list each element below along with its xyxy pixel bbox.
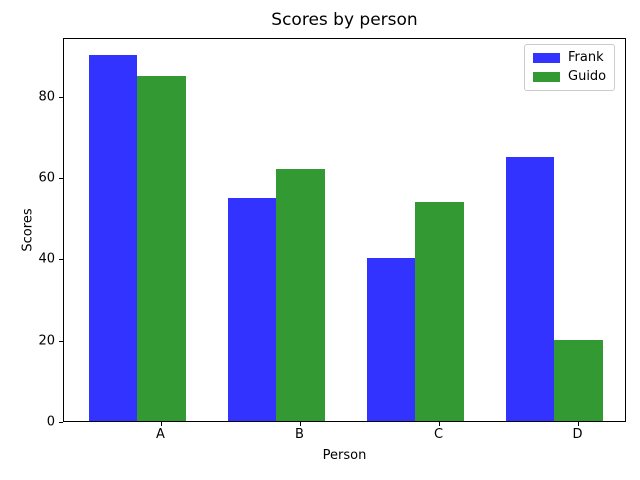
y-axis-label: Scores	[20, 208, 36, 252]
x-tick-mark-a	[160, 422, 162, 426]
y-tick-mark-20	[59, 340, 63, 342]
bar-guido-d	[554, 339, 603, 421]
legend-swatch-frank	[533, 53, 560, 63]
bar-frank-a	[88, 55, 138, 421]
x-tick-mark-b	[299, 422, 301, 426]
bar-frank-b	[227, 197, 277, 421]
y-tick-label-60: 60	[38, 170, 55, 186]
x-tick-mark-c	[438, 422, 440, 426]
x-tick-mark-d	[577, 422, 579, 426]
legend-item-frank: Frank	[533, 50, 606, 66]
bar-frank-d	[505, 156, 555, 421]
bar-guido-b	[276, 169, 325, 421]
bar-frank-c	[366, 258, 416, 421]
bar-guido-c	[415, 201, 464, 421]
legend-item-guido: Guido	[533, 69, 606, 85]
chart-title: Scores by person	[271, 10, 418, 30]
y-tick-mark-60	[59, 178, 63, 180]
x-tick-label-c: C	[433, 427, 444, 442]
legend-label-guido: Guido	[568, 69, 607, 84]
y-tick-label-0: 0	[46, 414, 55, 430]
x-tick-label-a: A	[156, 427, 165, 442]
y-tick-mark-40	[59, 259, 63, 261]
plot-area	[63, 38, 626, 422]
y-tick-label-40: 40	[38, 251, 55, 267]
y-tick-mark-0	[59, 422, 63, 423]
y-tick-label-80: 80	[38, 89, 55, 105]
x-axis-label: Person	[322, 448, 367, 463]
y-tick-label-20: 20	[38, 333, 55, 349]
x-tick-label-d: D	[572, 427, 583, 442]
bar-guido-a	[137, 75, 186, 421]
x-tick-label-b: B	[295, 427, 304, 442]
legend-label-frank: Frank	[568, 50, 604, 65]
legend-swatch-guido	[533, 72, 560, 82]
y-tick-mark-80	[59, 96, 63, 98]
legend: Frank Guido	[524, 44, 616, 91]
